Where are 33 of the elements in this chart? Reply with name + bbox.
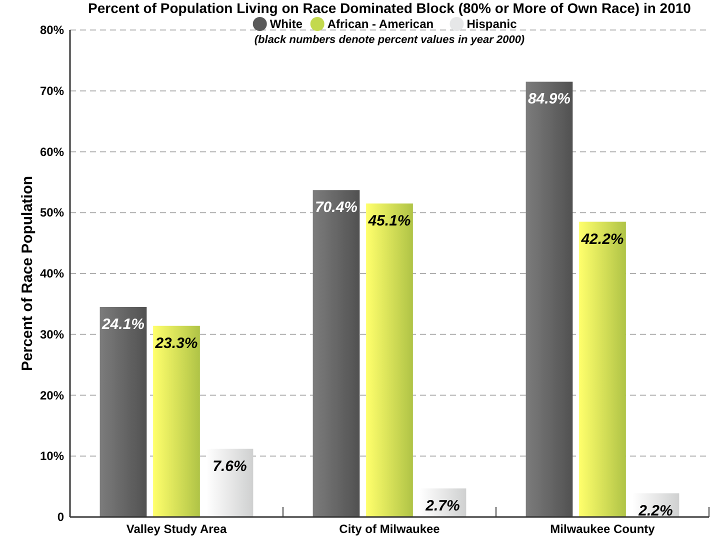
annotation: 2.7% (424, 497, 460, 514)
annotation: 42.2% (580, 230, 624, 248)
y-tick-label: 50% (40, 206, 64, 220)
y-tick-label: 40% (40, 266, 64, 280)
annotation: 24.1% (100, 316, 145, 333)
annotation: 23.3% (154, 334, 198, 352)
annotation: 45.1% (367, 212, 411, 230)
x-tick-label: City of Milwaukee (339, 522, 440, 536)
y-tick-label: 10% (40, 449, 64, 464)
x-tick-label: Milwaukee County (550, 522, 656, 536)
annotation: 84.9% (528, 90, 571, 108)
legend-label: African - American (327, 17, 434, 31)
y-tick-label: 60% (40, 144, 64, 159)
annotation: 2.2% (638, 502, 673, 520)
annotation: 70.4% (314, 199, 358, 216)
y-tick-label: 30% (40, 327, 64, 342)
legend-label: White (270, 17, 303, 31)
bar (153, 326, 200, 517)
annotation: 7.6% (212, 458, 247, 475)
bar (579, 222, 626, 517)
bar (312, 190, 360, 517)
y-tick-label: 20% (40, 388, 64, 402)
y-tick-label: 70% (40, 84, 64, 98)
y-tick-label: 80% (40, 23, 64, 37)
y-axis-title: Percent of Race Population (19, 176, 36, 372)
legend-label: Hispanic (466, 17, 518, 31)
chart-title: Percent of Population Living on Race Dominated Block (80% or More of Own Race) in 2010 (88, 0, 692, 16)
y-tick-label: 0 (57, 510, 64, 524)
chart-subtitle: (black numbers denote percent values in year 2000) (254, 34, 525, 46)
bar (526, 82, 573, 517)
bar (366, 203, 413, 517)
x-tick-label: Valley Study Area (126, 522, 227, 536)
bar (100, 306, 147, 517)
